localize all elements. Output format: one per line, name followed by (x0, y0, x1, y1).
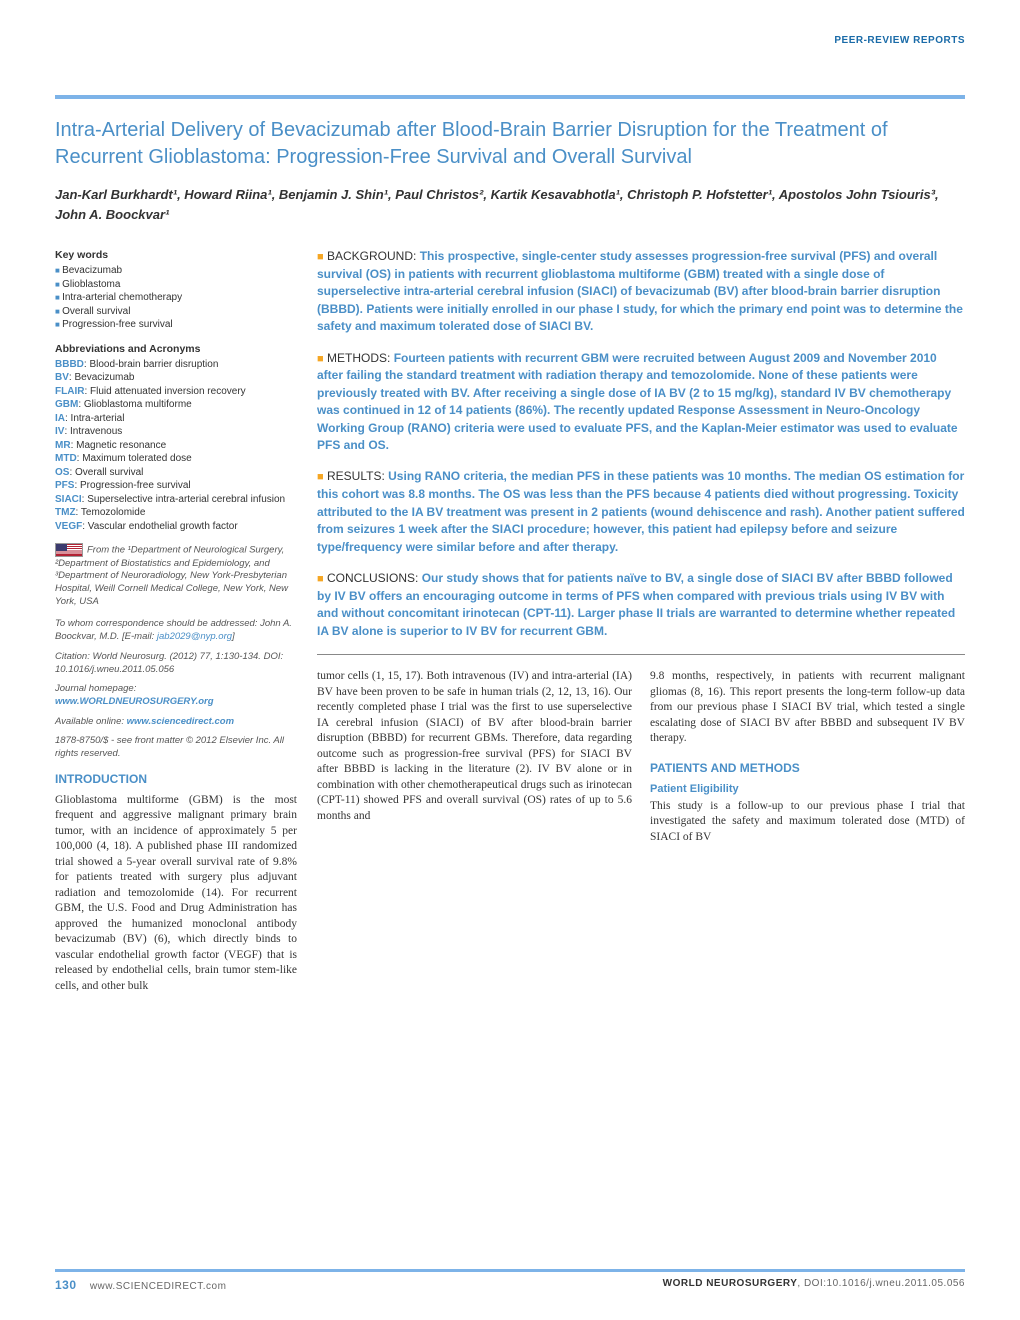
keyword-item: Glioblastoma (55, 278, 297, 292)
abstract-divider (317, 654, 965, 655)
page-number: 130 (55, 1278, 77, 1292)
introduction-heading: INTRODUCTION (55, 771, 297, 787)
abbreviations-list: BBBD: Blood-brain barrier disruptionBV: … (55, 358, 297, 534)
abbreviation-item: MR: Magnetic resonance (55, 439, 297, 453)
footer-left-url[interactable]: www.SCIENCEDIRECT.com (90, 1281, 227, 1292)
abstract-methods: ■ METHODS: Fourteen patients with recurr… (317, 350, 965, 455)
abbreviation-item: IV: Intravenous (55, 425, 297, 439)
abbreviation-item: MTD: Maximum tolerated dose (55, 452, 297, 466)
online-url[interactable]: www.sciencedirect.com (127, 716, 234, 727)
patient-eligibility-heading: Patient Eligibility (650, 783, 965, 795)
page-footer: 130 www.SCIENCEDIRECT.com WORLD NEUROSUR… (55, 1269, 965, 1292)
authors: Jan-Karl Burkhardt¹, Howard Riina¹, Benj… (55, 185, 965, 224)
available-online: Available online: www.sciencedirect.com (55, 715, 297, 728)
us-flag-icon (55, 543, 83, 557)
keywords-heading: Key words (55, 248, 297, 262)
intro-col2: tumor cells (1, 15, 17). Both intravenou… (317, 669, 632, 845)
correspondence-email[interactable]: jab2029@nyp.org (157, 631, 232, 642)
abbreviation-item: BBBD: Blood-brain barrier disruption (55, 358, 297, 372)
affiliation: From the ¹Department of Neurological Sur… (55, 543, 297, 609)
main-column: ■ BACKGROUND: This prospective, single-c… (317, 248, 965, 994)
keyword-item: Overall survival (55, 305, 297, 319)
patients-methods-heading: PATIENTS AND METHODS (650, 761, 965, 775)
patient-eligibility-text: This study is a follow-up to our previou… (650, 799, 965, 846)
abbreviation-item: PFS: Progression-free survival (55, 479, 297, 493)
abbreviation-item: OS: Overall survival (55, 466, 297, 480)
abstract-results: ■ RESULTS: Using RANO criteria, the medi… (317, 468, 965, 556)
abbreviation-item: TMZ: Temozolomide (55, 506, 297, 520)
correspondence: To whom correspondence should be address… (55, 617, 297, 644)
keyword-item: Progression-free survival (55, 318, 297, 332)
footer-journal: WORLD NEUROSURGERY (663, 1278, 798, 1289)
abbreviation-item: FLAIR: Fluid attenuated inversion recove… (55, 385, 297, 399)
keywords-list: BevacizumabGlioblastomaIntra-arterial ch… (55, 264, 297, 332)
journal-homepage: Journal homepage: www.WORLDNEUROSURGERY.… (55, 682, 297, 709)
abbreviation-item: VEGF: Vascular endothelial growth factor (55, 520, 297, 534)
intro-col1: Glioblastoma multiforme (GBM) is the mos… (55, 793, 297, 995)
homepage-url[interactable]: www.WORLDNEUROSURGERY.org (55, 696, 214, 707)
section-header: PEER-REVIEW REPORTS (834, 35, 965, 46)
copyright: 1878-8750/$ - see front matter © 2012 El… (55, 734, 297, 761)
abbreviation-item: IA: Intra-arterial (55, 412, 297, 426)
abbreviation-item: BV: Bevacizumab (55, 371, 297, 385)
abstract-background: ■ BACKGROUND: This prospective, single-c… (317, 248, 965, 336)
keyword-item: Intra-arterial chemotherapy (55, 291, 297, 305)
abbreviation-item: SIACI: Superselective intra-arterial cer… (55, 493, 297, 507)
abbreviations-heading: Abbreviations and Acronyms (55, 342, 297, 356)
abstract-conclusions: ■ CONCLUSIONS: Our study shows that for … (317, 570, 965, 640)
keyword-item: Bevacizumab (55, 264, 297, 278)
article-title: Intra-Arterial Delivery of Bevacizumab a… (55, 117, 965, 171)
footer-doi: , DOI:10.1016/j.wneu.2011.05.056 (797, 1278, 965, 1289)
citation: Citation: World Neurosurg. (2012) 77, 1:… (55, 650, 297, 677)
intro-col3: 9.8 months, respectively, in patients wi… (650, 669, 965, 747)
title-block: Intra-Arterial Delivery of Bevacizumab a… (55, 95, 965, 224)
abbreviation-item: GBM: Glioblastoma multiforme (55, 398, 297, 412)
sidebar: Key words BevacizumabGlioblastomaIntra-a… (55, 248, 297, 994)
